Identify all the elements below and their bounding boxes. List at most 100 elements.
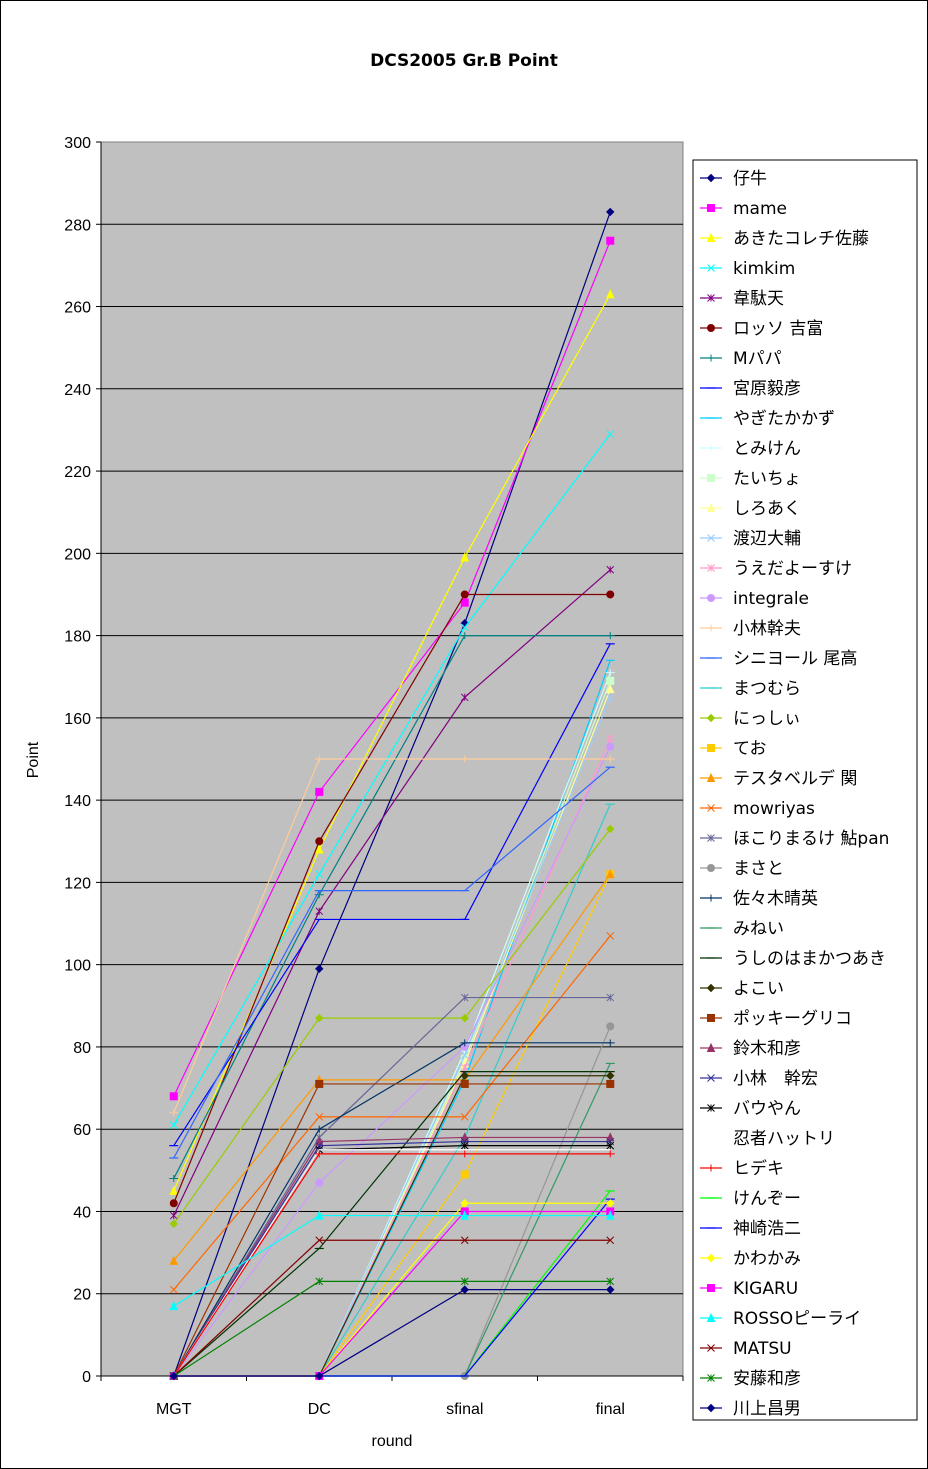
legend-entry: 鈴木和彦	[700, 1039, 801, 1059]
triangle-marker	[169, 1255, 179, 1265]
plus-marker	[706, 894, 716, 902]
legend-label: 仔牛	[733, 169, 767, 189]
y-tick-label: 80	[73, 1040, 91, 1057]
x-tick-label: final	[596, 1401, 625, 1418]
plus-marker	[460, 1039, 470, 1047]
circle-marker	[606, 742, 615, 751]
legend-label: mowriyas	[733, 799, 815, 819]
legend-entry: 宮原毅彦	[700, 379, 801, 399]
series-19	[169, 824, 615, 1229]
legend-label: KIGARU	[733, 1279, 798, 1299]
series-line	[173, 935, 611, 1291]
legend-entry: まさと	[700, 859, 784, 879]
star-marker	[315, 907, 324, 916]
legend-label: シニヨール 尾高	[733, 649, 857, 669]
y-tick-label: 240	[64, 382, 91, 399]
circle-marker	[707, 324, 715, 332]
plus-marker	[706, 444, 716, 452]
chart-title: DCS2005 Gr.B Point	[370, 51, 558, 71]
x-marker	[707, 264, 715, 272]
star-marker	[606, 734, 615, 743]
triangle-marker	[314, 1210, 324, 1220]
circle-marker	[707, 864, 715, 872]
series-line	[173, 828, 611, 1225]
legend-entry: 渡辺大輔	[700, 529, 801, 549]
x-marker	[460, 623, 469, 632]
legend-entry: とみけん	[700, 439, 801, 459]
series-33	[173, 1149, 611, 1377]
x-marker	[315, 1236, 324, 1245]
star-marker	[606, 565, 615, 574]
legend-entry: 川上昌男	[700, 1399, 801, 1419]
diamond-marker	[606, 1199, 615, 1208]
plus-marker	[314, 755, 324, 763]
y-tick-label: 260	[64, 300, 91, 317]
legend-entry: ROSSOピーライ	[700, 1309, 861, 1329]
plus-marker	[605, 632, 615, 640]
plus-marker	[314, 891, 324, 899]
series-22	[169, 932, 615, 1294]
series-line	[173, 1042, 611, 1377]
legend-entry: 神崎浩二	[700, 1219, 801, 1239]
y-tick-label: 300	[64, 135, 91, 152]
legend-label: うえだよーすけ	[733, 559, 852, 579]
series-line	[173, 1214, 611, 1307]
series-line	[173, 634, 611, 1179]
legend-entry: mame	[700, 199, 787, 219]
y-tick-label: 160	[64, 711, 91, 728]
triangle-marker	[605, 683, 615, 694]
diamond-marker	[460, 1285, 469, 1294]
legend-entry: 安藤和彦	[700, 1369, 801, 1389]
x-marker	[315, 870, 324, 879]
legend-label: あきたコレチ佐藤	[733, 229, 869, 249]
triangle-marker	[706, 502, 716, 512]
legend-label: ヒデキ	[733, 1158, 784, 1179]
series-line	[173, 1153, 611, 1377]
diamond-marker	[460, 1071, 469, 1080]
series-line	[173, 873, 611, 1262]
legend-label: integrale	[733, 589, 809, 609]
y-tick-labels: 0 20 40 60 80 100 120 140 160 180 200 220 240 260 280 3…	[64, 135, 91, 1386]
legend-label: ほこりまるけ 鮎pan	[733, 829, 889, 849]
legend-label: kimkim	[733, 259, 795, 279]
triangle-marker	[460, 552, 470, 562]
triangle-marker	[706, 232, 716, 242]
x-tick-labels: MGT DC sfinal final	[156, 1401, 625, 1418]
legend-entry: テスタベルデ 関	[700, 768, 857, 789]
x-tick-label: MGT	[156, 1401, 192, 1418]
series-39	[169, 1210, 615, 1311]
y-tick-label: 140	[64, 793, 91, 810]
diamond-marker	[460, 1013, 469, 1023]
circle-marker	[169, 1199, 178, 1208]
x-marker	[707, 804, 715, 812]
legend-label: てお	[733, 739, 767, 759]
legend-label: Mパパ	[733, 349, 782, 369]
legend-label: よこい	[733, 979, 784, 999]
triangle-marker	[605, 868, 615, 879]
legend-label: 川上昌男	[733, 1399, 801, 1419]
x-marker	[606, 693, 615, 702]
legend-entry: ヒデキ	[700, 1158, 784, 1179]
legend-entry: 佐々木晴英	[700, 889, 818, 909]
legend-label: 鈴木和彦	[733, 1039, 801, 1059]
triangle-marker	[605, 289, 615, 299]
legend-label: 神崎浩二	[733, 1219, 801, 1239]
circle-marker	[707, 594, 715, 602]
circle-marker	[606, 1022, 615, 1031]
square-marker	[707, 474, 715, 482]
series-line	[173, 433, 611, 1126]
series-line	[173, 1280, 611, 1377]
diamond-marker	[706, 983, 716, 993]
plus-marker	[460, 755, 470, 763]
circle-marker	[606, 590, 615, 599]
square-marker	[707, 1284, 715, 1292]
star-marker	[460, 1277, 469, 1286]
x-marker	[169, 1285, 178, 1294]
series-8	[169, 643, 615, 1147]
x-marker	[460, 1051, 469, 1060]
triangle-marker	[169, 1300, 179, 1311]
legend-label: テスタベルデ 関	[733, 768, 857, 789]
diamond-marker	[169, 1371, 178, 1381]
legend-label: 小林幹夫	[733, 618, 801, 639]
legend-entry: シニヨール 尾高	[700, 649, 857, 669]
